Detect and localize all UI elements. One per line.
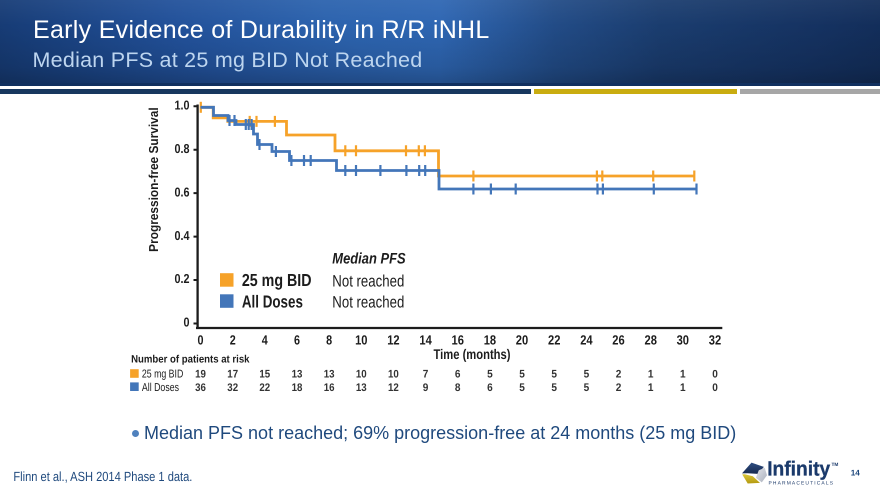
svg-text:30: 30 xyxy=(677,332,689,347)
svg-text:32: 32 xyxy=(227,382,238,394)
svg-text:5: 5 xyxy=(584,368,590,380)
svg-text:28: 28 xyxy=(645,332,657,347)
svg-text:Median PFS: Median PFS xyxy=(332,250,406,267)
svg-text:0: 0 xyxy=(712,368,718,380)
svg-text:Not reached: Not reached xyxy=(332,293,404,311)
svg-text:6: 6 xyxy=(294,332,300,347)
svg-text:All Doses: All Doses xyxy=(142,382,179,394)
svg-text:25 mg BID: 25 mg BID xyxy=(242,270,312,290)
svg-text:22: 22 xyxy=(259,382,270,394)
svg-text:4: 4 xyxy=(262,332,268,347)
svg-text:0: 0 xyxy=(184,315,190,330)
svg-text:Number of patients at risk: Number of patients at risk xyxy=(131,353,249,365)
svg-text:2: 2 xyxy=(230,332,236,347)
svg-text:TM: TM xyxy=(832,462,839,468)
svg-text:10: 10 xyxy=(356,368,367,380)
svg-text:5: 5 xyxy=(584,382,590,394)
svg-text:6: 6 xyxy=(487,382,493,394)
svg-text:17: 17 xyxy=(227,368,238,380)
svg-text:5: 5 xyxy=(519,382,525,394)
svg-text:PHARMACEUTICALS: PHARMACEUTICALS xyxy=(769,480,835,486)
svg-text:18: 18 xyxy=(484,332,496,347)
svg-text:19: 19 xyxy=(195,368,206,380)
svg-text:13: 13 xyxy=(292,368,303,380)
svg-text:0: 0 xyxy=(198,332,204,347)
svg-text:Infinity: Infinity xyxy=(767,458,831,481)
svg-text:0.2: 0.2 xyxy=(175,271,190,286)
svg-text:5: 5 xyxy=(487,368,493,380)
svg-text:5: 5 xyxy=(551,382,557,394)
svg-text:20: 20 xyxy=(516,332,528,347)
svg-text:Not reached: Not reached xyxy=(332,272,404,290)
svg-text:All Doses: All Doses xyxy=(242,291,303,311)
svg-text:18: 18 xyxy=(292,382,303,394)
svg-text:14: 14 xyxy=(851,468,861,477)
svg-text:16: 16 xyxy=(324,382,335,394)
svg-text:32: 32 xyxy=(709,332,721,347)
svg-text:0.8: 0.8 xyxy=(175,141,190,156)
svg-text:Flinn et al., ASH 2014 Phase 1: Flinn et al., ASH 2014 Phase 1 data. xyxy=(13,469,192,484)
svg-text:14: 14 xyxy=(419,332,432,347)
svg-text:2: 2 xyxy=(616,368,622,380)
svg-text:12: 12 xyxy=(388,382,399,394)
svg-text:12: 12 xyxy=(387,332,399,347)
svg-text:26: 26 xyxy=(612,332,624,347)
svg-text:8: 8 xyxy=(326,332,332,347)
svg-text:1.0: 1.0 xyxy=(175,97,190,112)
svg-text:13: 13 xyxy=(324,368,335,380)
svg-text:0.4: 0.4 xyxy=(175,228,191,243)
svg-text:1: 1 xyxy=(648,382,654,394)
svg-text:9: 9 xyxy=(423,382,429,394)
svg-text:5: 5 xyxy=(551,368,557,380)
svg-text:Progression-free Survival: Progression-free Survival xyxy=(146,107,161,252)
svg-text:1: 1 xyxy=(680,382,686,394)
svg-text:0: 0 xyxy=(712,382,718,394)
svg-text:10: 10 xyxy=(388,368,399,380)
svg-text:Time (months): Time (months) xyxy=(434,346,511,362)
svg-text:25 mg BID: 25 mg BID xyxy=(142,368,183,380)
svg-text:5: 5 xyxy=(519,368,525,380)
svg-text:2: 2 xyxy=(616,382,622,394)
svg-text:22: 22 xyxy=(548,332,560,347)
svg-text:7: 7 xyxy=(423,368,429,380)
svg-text:15: 15 xyxy=(259,368,270,380)
svg-text:1: 1 xyxy=(648,368,654,380)
svg-text:36: 36 xyxy=(195,382,206,394)
svg-text:13: 13 xyxy=(356,382,367,394)
svg-text:1: 1 xyxy=(680,368,686,380)
svg-text:16: 16 xyxy=(452,332,464,347)
svg-text:6: 6 xyxy=(455,368,461,380)
svg-text:0.6: 0.6 xyxy=(175,184,190,199)
svg-text:24: 24 xyxy=(580,332,593,347)
svg-text:8: 8 xyxy=(455,382,461,394)
svg-text:10: 10 xyxy=(355,332,367,347)
